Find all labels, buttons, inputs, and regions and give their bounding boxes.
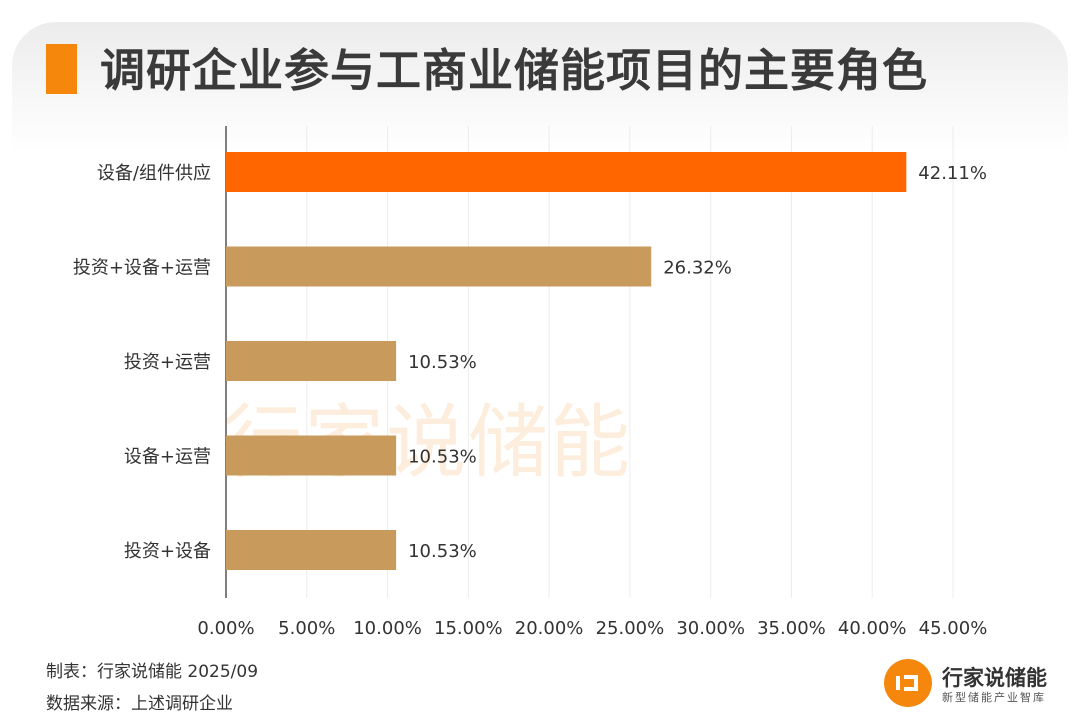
value-label: 26.32% — [663, 258, 732, 279]
logo-name: 行家说储能 — [942, 666, 1047, 690]
value-labels: 42.11% 26.32% 10.53% 10.53% 10.53% — [408, 163, 987, 562]
footer-maker: 制表：行家说储能 2025/09 — [46, 662, 259, 682]
category-label: 投资+运营 — [124, 352, 211, 373]
footer-source: 数据来源：上述调研企业 — [46, 694, 233, 714]
x-tick-label: 35.00% — [757, 618, 826, 639]
chart-card — [12, 22, 1068, 712]
bar — [226, 530, 397, 570]
x-tick-label: 45.00% — [919, 618, 988, 639]
x-tick-label: 15.00% — [434, 618, 503, 639]
bar — [226, 435, 397, 476]
category-label: 设备+运营 — [124, 447, 211, 468]
x-tick-label: 0.00% — [197, 618, 254, 639]
bars — [226, 152, 907, 570]
x-tick-label: 20.00% — [515, 618, 584, 639]
x-tick-labels: 0.00% 5.00% 10.00% 15.00% 20.00% 25.00% 30.00%… — [197, 618, 987, 639]
logo-tagline: 新型储能产业智库 — [942, 691, 1046, 704]
category-label: 设备/组件供应 — [97, 163, 211, 184]
bar — [226, 341, 397, 381]
value-label: 42.11% — [918, 163, 987, 184]
logo-mark-icon — [884, 659, 932, 707]
x-tick-label: 40.00% — [838, 618, 907, 639]
category-label: 投资+设备 — [124, 541, 211, 562]
x-tick-label: 25.00% — [596, 618, 665, 639]
bar — [226, 152, 907, 192]
bar — [226, 246, 652, 287]
value-label: 10.53% — [408, 541, 477, 562]
value-label: 10.53% — [408, 447, 477, 468]
x-tick-label: 30.00% — [676, 618, 745, 639]
value-label: 10.53% — [408, 352, 477, 373]
x-tick-label: 5.00% — [278, 618, 335, 639]
x-tick-label: 10.00% — [353, 618, 422, 639]
category-label: 投资+设备+运营 — [73, 258, 211, 279]
title-accent-bar — [46, 44, 77, 94]
chart-title: 调研企业参与工商业储能项目的主要角色 — [100, 44, 929, 97]
grid-lines — [306, 126, 954, 598]
